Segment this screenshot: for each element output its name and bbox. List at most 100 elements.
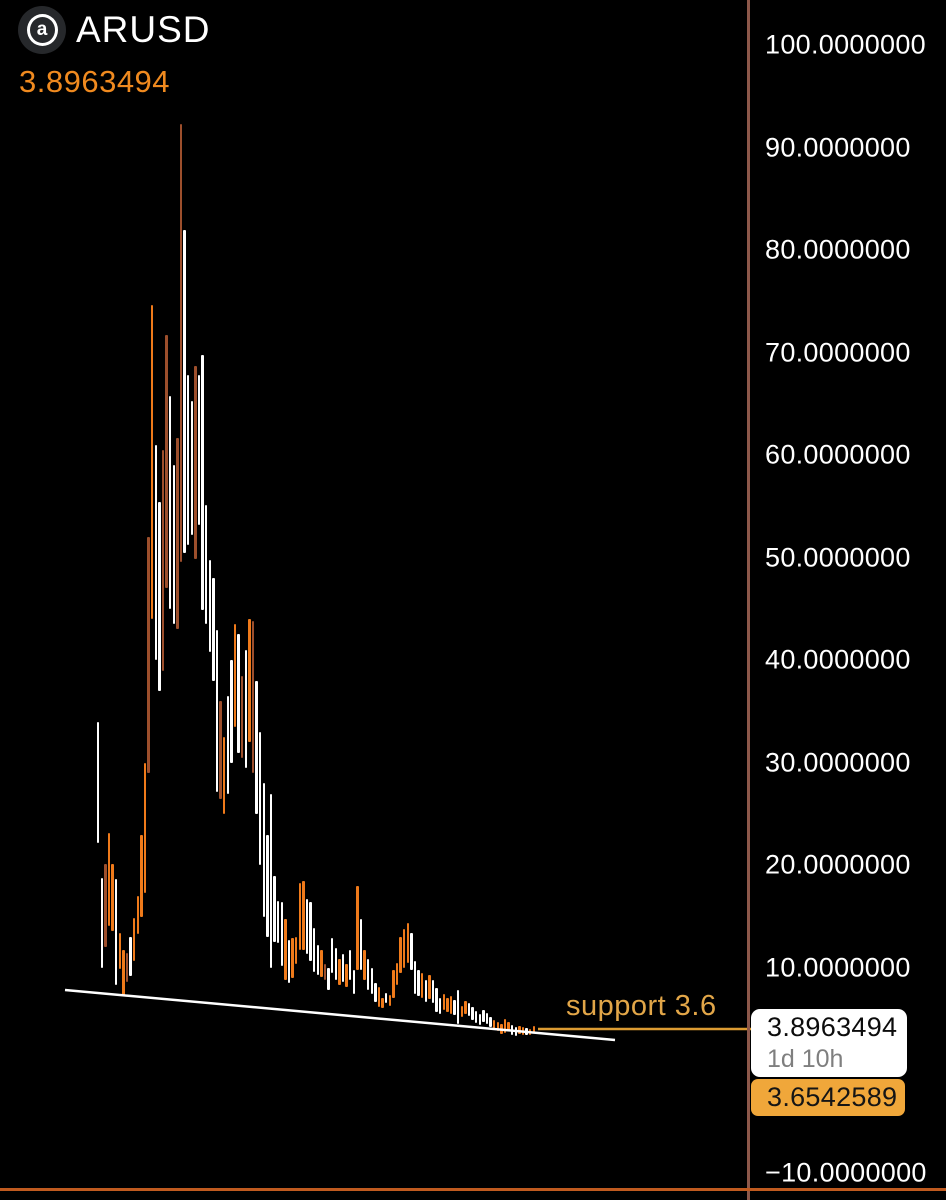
bar-countdown: 1d 10h bbox=[767, 1045, 844, 1073]
axis-tick-label: 100.0000000 bbox=[765, 29, 926, 60]
candle bbox=[381, 997, 384, 1008]
candle bbox=[424, 980, 427, 1002]
candle bbox=[125, 952, 129, 983]
candle bbox=[518, 1025, 521, 1034]
candle bbox=[179, 123, 183, 562]
candle bbox=[395, 962, 399, 986]
candle bbox=[359, 918, 363, 970]
candle bbox=[277, 901, 280, 944]
candle bbox=[169, 395, 172, 609]
candle bbox=[511, 1025, 514, 1035]
candle bbox=[255, 680, 258, 815]
candle bbox=[273, 875, 276, 943]
candle bbox=[449, 995, 453, 1015]
candle bbox=[161, 450, 165, 671]
candle bbox=[194, 365, 197, 559]
candle bbox=[316, 945, 319, 976]
candle bbox=[331, 938, 334, 974]
candle bbox=[100, 877, 103, 968]
candle bbox=[219, 701, 222, 799]
candle bbox=[298, 882, 301, 951]
candle bbox=[143, 762, 147, 894]
candle bbox=[363, 950, 366, 981]
candle bbox=[154, 444, 157, 661]
candle bbox=[309, 902, 312, 961]
candle bbox=[205, 505, 208, 625]
candle bbox=[172, 465, 175, 625]
symbol-title: ARUSD bbox=[76, 9, 211, 50]
candle bbox=[489, 1017, 492, 1028]
candle bbox=[197, 375, 201, 525]
candle bbox=[187, 375, 190, 546]
candle bbox=[215, 629, 219, 792]
axis-tick-label: 30.0000000 bbox=[765, 747, 911, 778]
candle bbox=[345, 963, 348, 988]
candle bbox=[111, 864, 114, 931]
candle bbox=[223, 737, 226, 815]
candle bbox=[208, 559, 211, 653]
candle bbox=[392, 969, 395, 998]
candle bbox=[266, 834, 269, 938]
candle bbox=[151, 305, 154, 620]
symbol-header[interactable]: a ARUSD bbox=[18, 6, 211, 54]
candle bbox=[496, 1022, 499, 1032]
candle bbox=[147, 537, 150, 774]
candle bbox=[251, 621, 255, 774]
candle bbox=[241, 675, 244, 758]
candle bbox=[421, 973, 424, 998]
candle bbox=[230, 660, 233, 763]
candle bbox=[226, 696, 229, 794]
candle bbox=[320, 950, 323, 978]
axis-tick-label: 80.0000000 bbox=[765, 234, 911, 265]
candle bbox=[201, 354, 204, 610]
candle bbox=[439, 997, 442, 1015]
axis-tick-label: 40.0000000 bbox=[765, 644, 911, 675]
axis-tick-label: 70.0000000 bbox=[765, 337, 911, 368]
candle bbox=[377, 987, 381, 1007]
candle bbox=[367, 958, 370, 991]
candle bbox=[370, 967, 373, 994]
candle bbox=[374, 983, 377, 1002]
axis-tick-label: 90.0000000 bbox=[765, 132, 911, 163]
candle bbox=[233, 624, 237, 727]
candle bbox=[514, 1027, 517, 1036]
candle bbox=[457, 990, 460, 1025]
candle bbox=[349, 950, 352, 981]
candle bbox=[212, 578, 215, 681]
candle bbox=[410, 933, 413, 970]
axis-tick-label: 10.0000000 bbox=[765, 952, 911, 983]
support-price-label[interactable]: 3.6542589 bbox=[751, 1079, 905, 1116]
candle bbox=[532, 1026, 535, 1033]
candle bbox=[334, 948, 337, 981]
candle bbox=[338, 958, 341, 986]
axis-tick-label: −10.0000000 bbox=[765, 1157, 927, 1188]
candle bbox=[262, 783, 265, 917]
candle bbox=[280, 902, 283, 966]
candle bbox=[104, 864, 107, 948]
candle bbox=[302, 880, 305, 951]
candle bbox=[327, 967, 330, 991]
candle bbox=[284, 918, 287, 981]
candle bbox=[529, 1029, 532, 1035]
candle bbox=[485, 1013, 489, 1025]
candle bbox=[341, 953, 345, 983]
candle bbox=[190, 400, 193, 536]
candle bbox=[435, 988, 438, 1012]
candle bbox=[399, 937, 402, 974]
candle bbox=[295, 937, 298, 964]
support-label[interactable]: support 3.6 bbox=[566, 990, 717, 1022]
axis-tick-label: 20.0000000 bbox=[765, 849, 911, 880]
candle bbox=[525, 1028, 528, 1036]
candle bbox=[140, 834, 143, 917]
candle bbox=[323, 963, 327, 981]
support-price-value: 3.6542589 bbox=[767, 1082, 898, 1112]
candle bbox=[269, 793, 273, 968]
candle bbox=[471, 1006, 474, 1021]
candle bbox=[129, 937, 132, 977]
candle bbox=[460, 1005, 463, 1018]
candle bbox=[291, 938, 294, 979]
candle bbox=[107, 832, 111, 926]
candle bbox=[244, 650, 247, 768]
